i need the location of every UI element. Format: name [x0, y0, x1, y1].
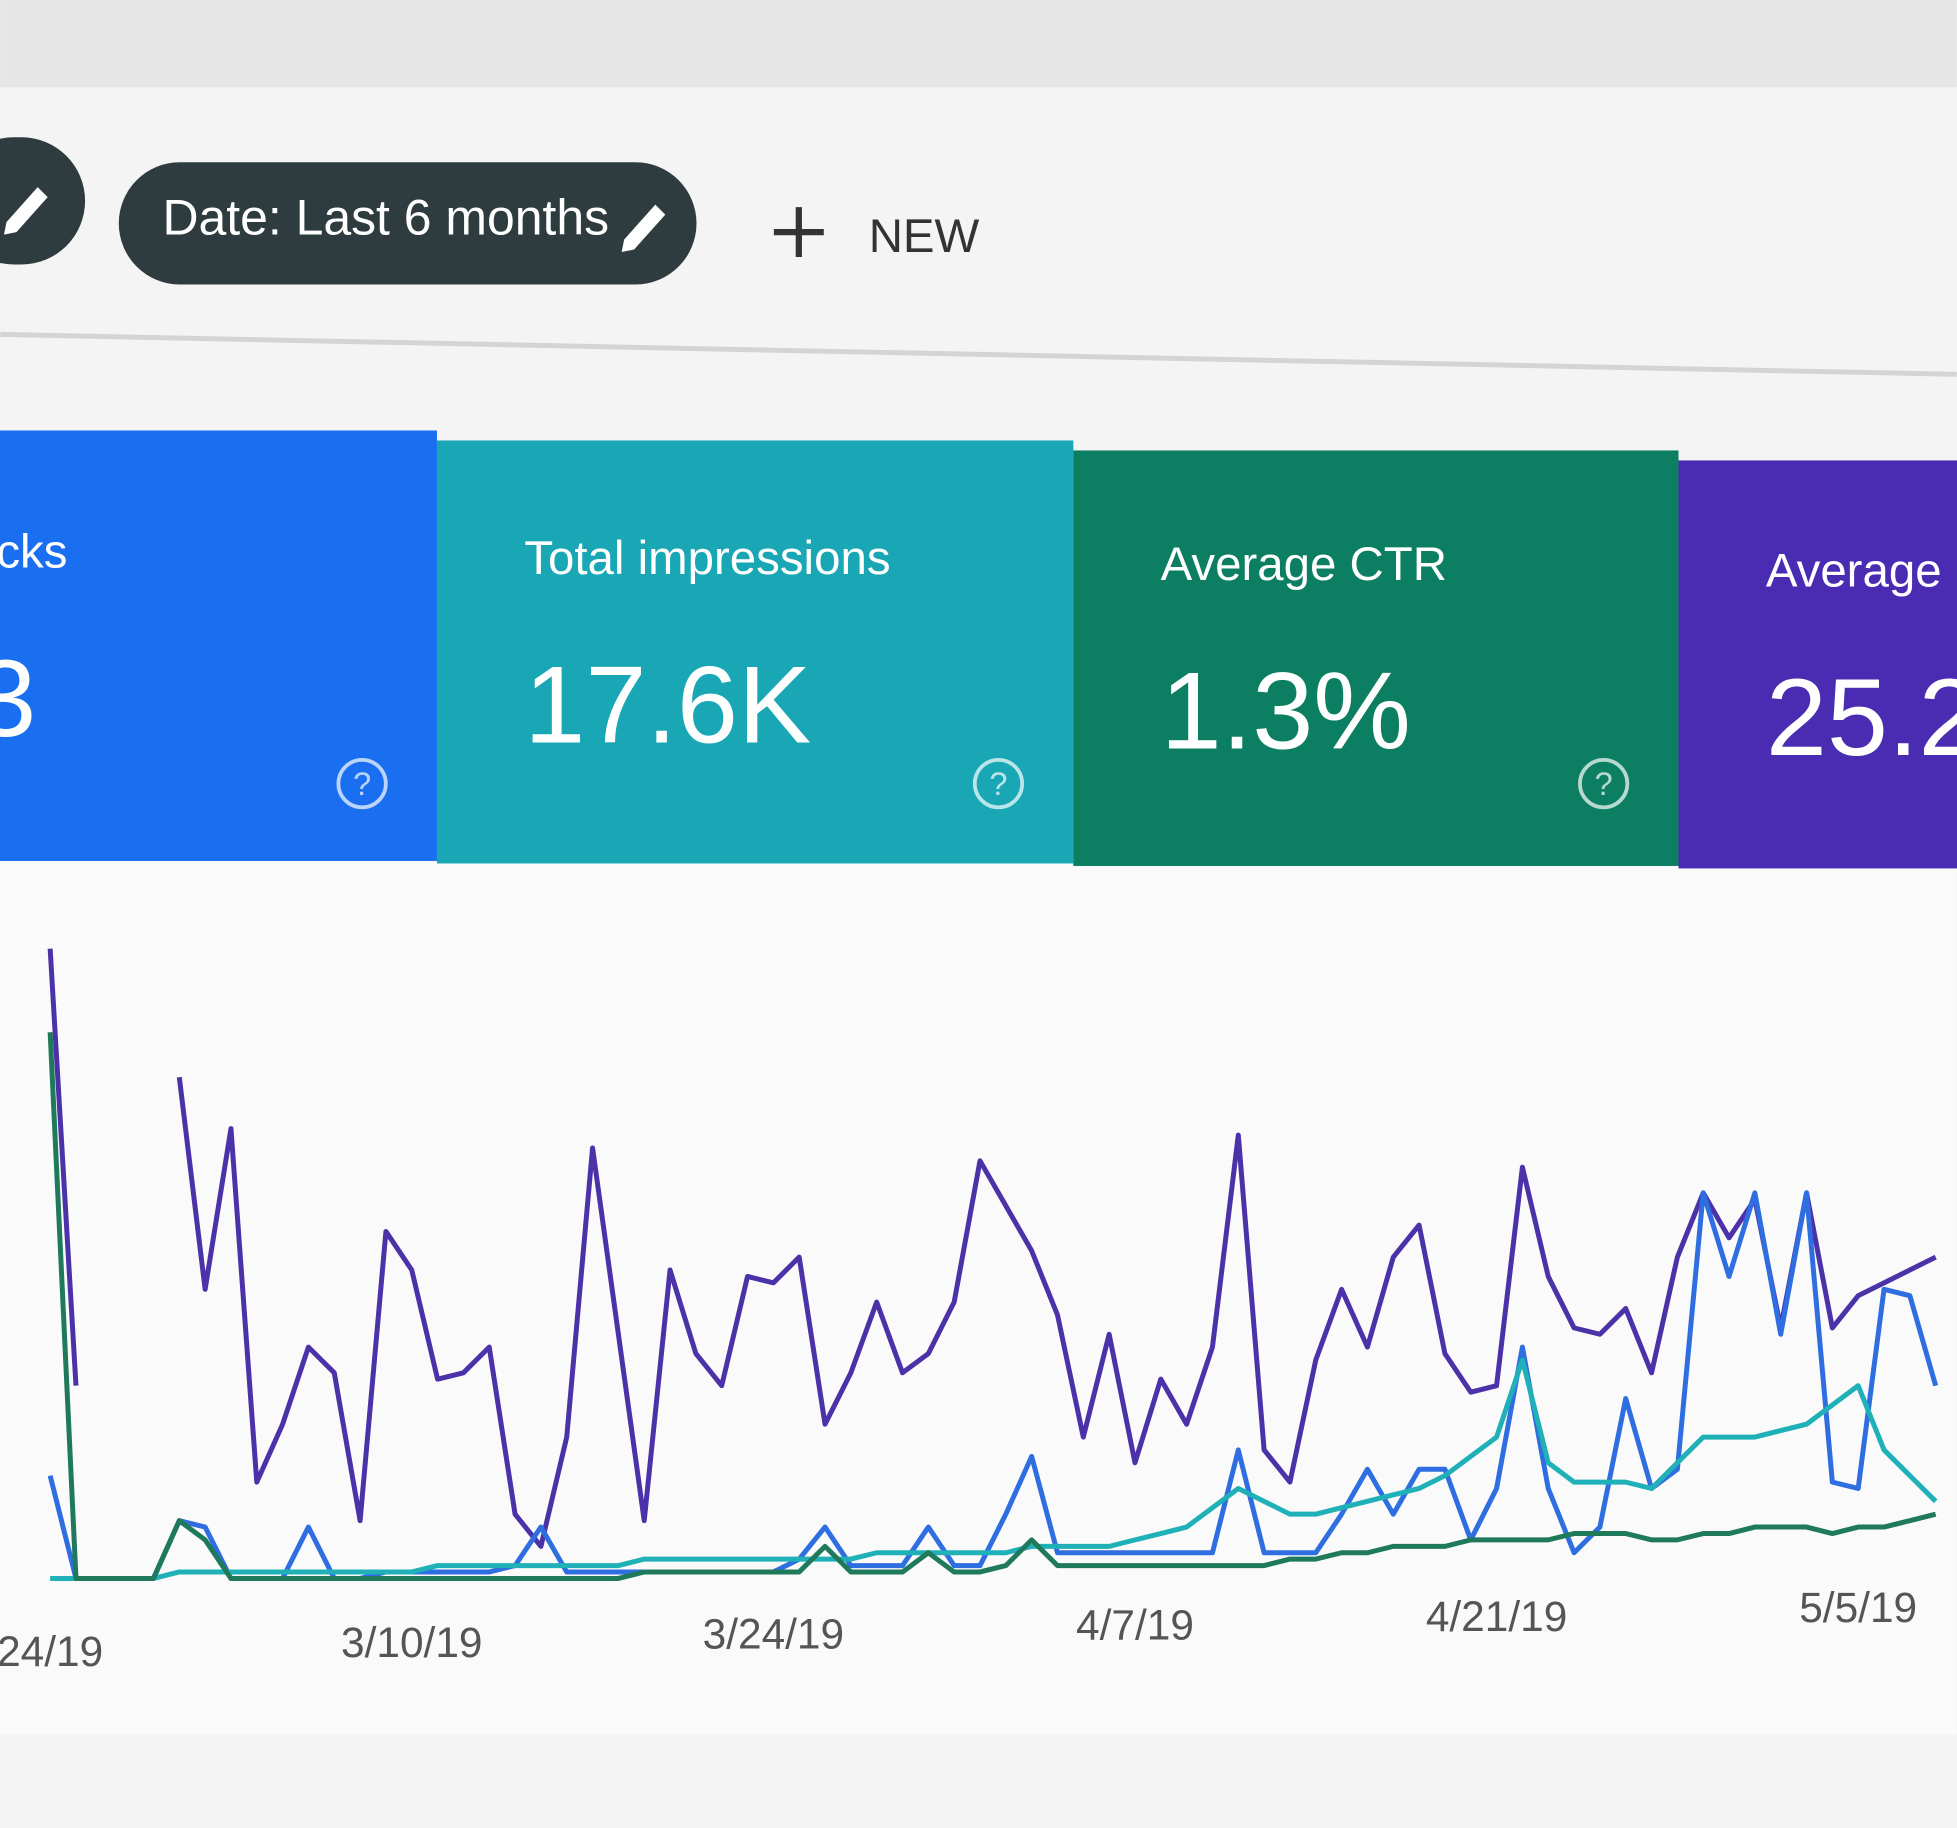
metric-card[interactable]	[0, 430, 437, 861]
x-tick-label: 4/7/19	[1076, 1602, 1194, 1649]
x-tick-label: 3/10/19	[341, 1619, 483, 1666]
x-tick-label: 3/24/19	[703, 1610, 845, 1657]
help-icon: ?	[989, 766, 1007, 802]
metric-value: 25.2	[1766, 657, 1957, 779]
edit-icon	[621, 204, 666, 253]
series-line	[47, 948, 1937, 1549]
help-icon	[972, 758, 1025, 810]
series-line	[50, 1357, 1938, 1581]
metric-label: Average po	[1766, 544, 1957, 597]
metric-value: 3	[0, 638, 36, 760]
metric-card[interactable]	[436, 440, 1074, 864]
divider	[0, 331, 1957, 377]
help-icon: ?	[353, 766, 371, 802]
edit-icon	[3, 187, 48, 235]
chart-area	[0, 860, 1957, 1735]
help-icon	[1578, 758, 1630, 810]
metric-card[interactable]	[1073, 450, 1679, 866]
metric-label: licks	[0, 526, 67, 579]
metric-label: Total impressions	[524, 532, 890, 585]
help-icon: ?	[1595, 766, 1613, 802]
x-tick-label: 5/5/19	[1799, 1584, 1917, 1631]
x-tick-label: 4/21/19	[1426, 1593, 1568, 1640]
date-filter: Date: Last 6 months	[162, 190, 609, 246]
metric-label: Average CTR	[1161, 538, 1447, 591]
plus-icon	[773, 207, 824, 258]
date-chip[interactable]	[118, 162, 697, 285]
help-icon	[336, 758, 388, 810]
metric-card[interactable]	[1678, 460, 1957, 869]
top-bar	[0, 0, 1957, 88]
x-tick-label: 24/19	[0, 1628, 103, 1675]
new-button[interactable]: NEW	[869, 210, 980, 263]
series-line	[47, 1032, 1937, 1581]
metric-value: 17.6K	[524, 644, 811, 766]
metric-value: 1.3%	[1161, 651, 1411, 773]
